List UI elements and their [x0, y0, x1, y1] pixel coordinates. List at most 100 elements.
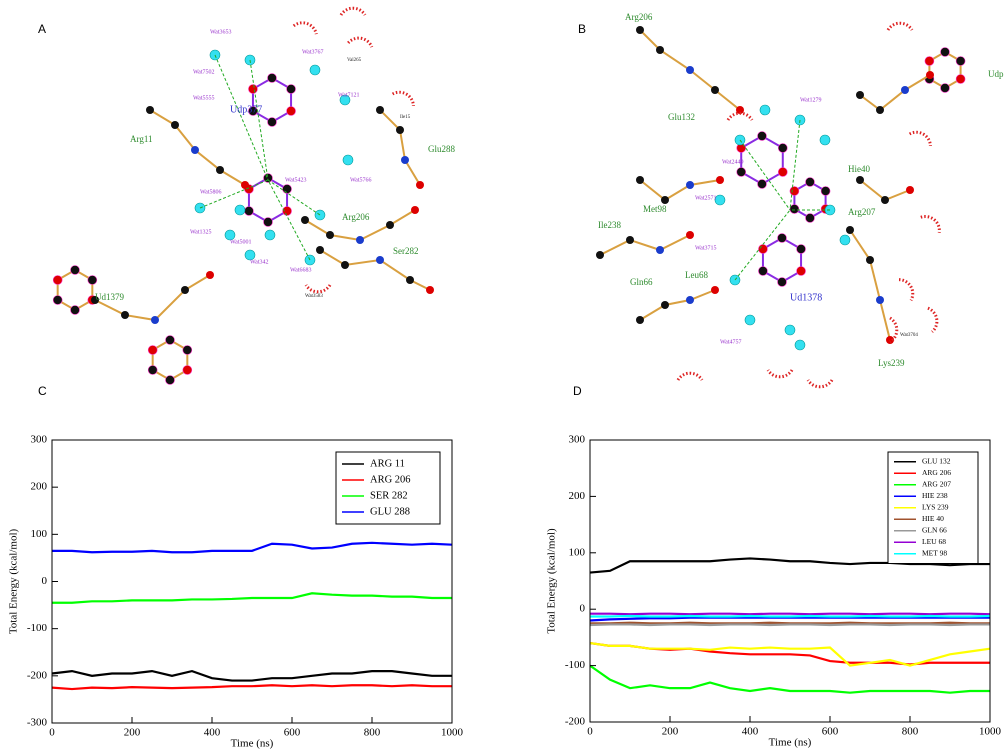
atom — [376, 256, 384, 264]
x-tick-label: 400 — [742, 726, 759, 738]
bond-chain — [849, 229, 891, 341]
bond-chain — [599, 234, 691, 256]
legend-label: ARG 206 — [922, 468, 951, 477]
y-axis-title: Total Energy (kcal/mol) — [546, 528, 558, 634]
bond-chain — [639, 289, 716, 321]
atom — [52, 275, 63, 285]
atom — [757, 179, 767, 189]
water-label: Wat1279 — [800, 97, 822, 103]
x-tick-label: 800 — [902, 726, 919, 738]
y-tick-label: -200 — [565, 716, 586, 728]
residue-label: Wat3704 — [900, 333, 918, 338]
residue-label: Arg207 — [848, 207, 876, 217]
atom — [267, 73, 277, 83]
atom — [244, 206, 254, 216]
legend-label: SER 282 — [370, 490, 408, 501]
legend-label: MET 98 — [922, 548, 947, 557]
atom — [165, 335, 175, 345]
atom — [686, 231, 694, 239]
series-line — [589, 616, 990, 622]
atom — [757, 131, 767, 141]
atom — [206, 271, 214, 279]
residue-label: Lys239 — [878, 358, 905, 368]
atom — [171, 121, 179, 129]
hydrophobic-arc — [908, 130, 932, 147]
atom — [686, 296, 694, 304]
atom — [146, 106, 154, 114]
atom — [386, 221, 394, 229]
legend-label: ARG 11 — [370, 458, 405, 469]
atom — [711, 286, 719, 294]
atom — [52, 295, 63, 305]
series-line — [51, 669, 452, 682]
series-line — [590, 614, 991, 618]
hydrophobic-arc — [898, 278, 915, 302]
atom — [736, 106, 744, 114]
y-tick-label: 100 — [569, 546, 586, 558]
atom — [758, 266, 768, 276]
atom — [886, 336, 894, 344]
water-label: Wat3715 — [695, 245, 717, 251]
y-tick-label: 0 — [580, 603, 586, 615]
water — [339, 94, 351, 106]
legend-label: GLU 288 — [370, 506, 410, 517]
legend-label: HIE 238 — [922, 491, 948, 500]
atom — [866, 256, 874, 264]
water — [819, 134, 831, 146]
x-tick-label: 600 — [822, 726, 839, 738]
x-tick-label: 200 — [662, 726, 679, 738]
atom — [316, 246, 324, 254]
atom — [165, 375, 175, 385]
h-bond — [739, 139, 791, 211]
x-axis-title: Time (ns) — [769, 737, 812, 749]
bond-chain — [639, 179, 721, 202]
residue-label: Leu68 — [685, 270, 708, 280]
atom — [411, 206, 419, 214]
atom — [70, 305, 80, 315]
atom — [341, 261, 349, 269]
water — [264, 229, 276, 241]
y-tick-label: -100 — [27, 622, 48, 634]
legend-label: LEU 68 — [922, 537, 946, 546]
molecule-drawings — [52, 6, 966, 389]
atom — [401, 156, 409, 164]
atom — [596, 251, 604, 259]
water-label: Wat4757 — [720, 339, 742, 345]
hydrophobic-arc — [766, 369, 794, 379]
atom — [716, 176, 724, 184]
hydrophobic-arc — [806, 379, 834, 389]
water — [784, 324, 796, 336]
atom — [301, 216, 309, 224]
x-tick-label: 0 — [49, 727, 55, 739]
y-tick-label: 0 — [42, 575, 48, 587]
water — [244, 249, 256, 261]
atom — [758, 244, 768, 254]
water — [342, 154, 354, 166]
water-label: Wat3767 — [302, 49, 324, 55]
water-label: Wat2440 — [722, 159, 744, 165]
hydrophobic-arc — [391, 90, 415, 107]
atom — [846, 226, 854, 234]
x-tick-label: 1000 — [979, 726, 1002, 738]
y-tick-label: 100 — [31, 528, 48, 540]
atom — [955, 56, 966, 66]
legend-label: ARG 206 — [370, 474, 411, 485]
atom — [777, 167, 788, 177]
atom — [901, 86, 909, 94]
atom — [656, 246, 664, 254]
atom — [686, 66, 694, 74]
y-tick-label: 300 — [569, 434, 586, 446]
bond-chain — [379, 109, 421, 186]
series-line — [590, 612, 991, 616]
atom — [376, 106, 384, 114]
atom — [147, 345, 158, 355]
atom — [796, 266, 806, 276]
panel-letter: B — [578, 22, 586, 36]
h-bond — [789, 119, 801, 211]
hydrophobic-arc — [927, 306, 939, 333]
hydrophobic-arc — [920, 215, 941, 233]
water-label: Wat6683 — [290, 267, 312, 273]
panel-letter: C — [38, 384, 47, 398]
x-tick-label: 200 — [124, 727, 141, 739]
hydrophobic-arc — [304, 284, 332, 294]
